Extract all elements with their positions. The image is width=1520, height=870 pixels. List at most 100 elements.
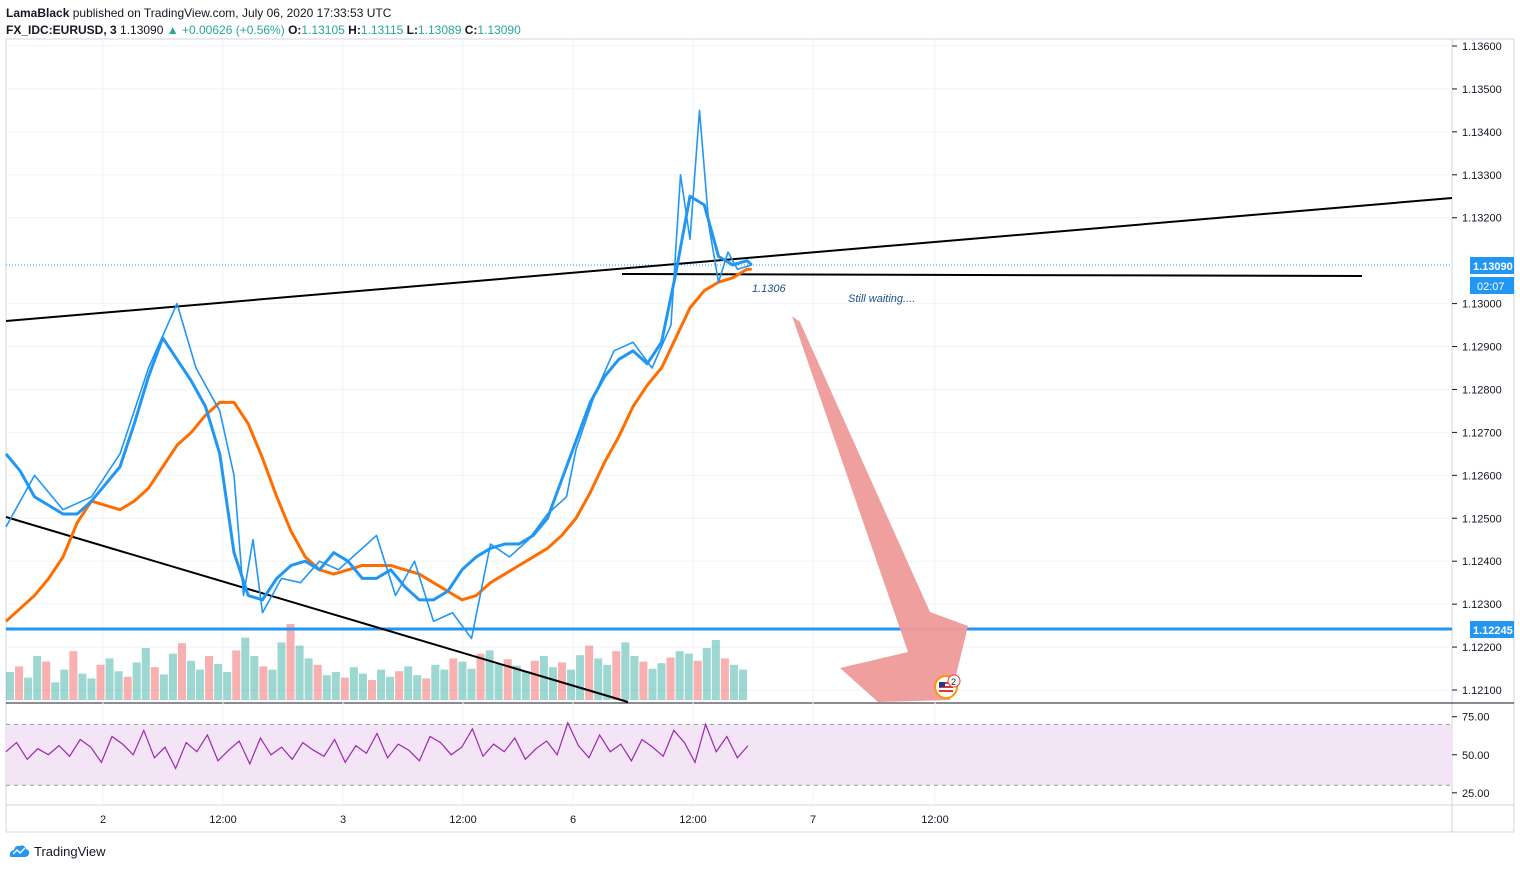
volume-bar xyxy=(404,666,413,700)
price-tick-label: 1.12200 xyxy=(1462,642,1502,654)
volume-bar xyxy=(693,660,702,700)
volume-bar xyxy=(621,642,630,700)
open-value: 1.13105 xyxy=(301,23,345,37)
volume-bar xyxy=(42,661,51,700)
volume-bar xyxy=(729,664,738,700)
price-tick-label: 1.12700 xyxy=(1462,427,1502,439)
volume-bar xyxy=(132,662,141,700)
rsi-pane xyxy=(5,721,1452,786)
lower-trendline[interactable] xyxy=(5,516,629,703)
tradingview-logo-icon xyxy=(9,845,30,857)
brand-name: TradingView xyxy=(34,843,106,859)
price-tick-label: 1.13200 xyxy=(1462,213,1502,225)
volume-bar xyxy=(612,651,621,700)
time-tick-label: 12:00 xyxy=(921,814,949,826)
rsi-line xyxy=(5,721,749,770)
volume-bar xyxy=(87,678,96,700)
volume-bar xyxy=(395,671,404,700)
close-value: 1.13090 xyxy=(477,23,521,37)
price-tick-label: 1.13500 xyxy=(1462,84,1502,96)
volume-bar xyxy=(657,663,666,700)
volume-bars xyxy=(6,624,747,700)
last-price: 1.13090 xyxy=(120,23,164,37)
publish-header: LamaBlack published on TradingView.com, … xyxy=(6,5,391,22)
volume-bar xyxy=(521,671,530,700)
smoothed-price-line xyxy=(4,194,753,602)
upper-trendline[interactable] xyxy=(5,197,1453,322)
volume-bar xyxy=(241,637,250,700)
volume-bar xyxy=(449,658,458,700)
symbol-label[interactable]: FX_IDC:EURUSD, 3 xyxy=(6,23,117,37)
volume-bar xyxy=(512,665,521,700)
volume-bar xyxy=(711,640,720,700)
price-tick-label: 1.13300 xyxy=(1462,170,1502,182)
volume-bar xyxy=(440,669,449,700)
volume-bar xyxy=(666,657,675,700)
event-badge[interactable]: 2 xyxy=(934,674,961,699)
volume-bar xyxy=(630,656,639,700)
time-tick-label: 12:00 xyxy=(679,814,707,826)
volume-bar xyxy=(24,677,33,700)
volume-bar xyxy=(177,643,186,700)
time-tick-label: 3 xyxy=(340,814,346,826)
volume-bar xyxy=(60,669,69,700)
price-tick-label: 1.13600 xyxy=(1462,41,1502,53)
volume-bar xyxy=(313,664,322,700)
volume-bar xyxy=(205,656,214,700)
volume-bar xyxy=(358,673,367,700)
volume-bar xyxy=(268,669,277,700)
price-tick-label: 1.13400 xyxy=(1462,127,1502,139)
volume-bar xyxy=(277,642,286,700)
last-price-tag: 1.13090 xyxy=(1470,257,1514,274)
volume-bar xyxy=(223,672,232,700)
footer-brand[interactable]: TradingView xyxy=(8,843,106,859)
svg-text:1.12245: 1.12245 xyxy=(1473,625,1513,637)
down-arrow[interactable] xyxy=(792,316,968,702)
volume-bar xyxy=(367,680,376,700)
horizontal-level-line[interactable] xyxy=(621,273,1363,277)
price-tick-label: 1.12400 xyxy=(1462,556,1502,568)
volume-bar xyxy=(548,667,557,700)
grid xyxy=(6,39,1452,805)
open-label: O: xyxy=(288,23,302,37)
close-label: C: xyxy=(464,23,478,37)
time-tick-label: 12:00 xyxy=(209,814,237,826)
volume-bar xyxy=(259,666,268,700)
svg-text:02:07: 02:07 xyxy=(1477,281,1505,293)
volume-bar xyxy=(585,645,594,700)
volume-bar xyxy=(214,664,223,700)
price-tick-label: 1.12500 xyxy=(1462,513,1502,525)
volume-bar xyxy=(684,653,693,700)
publish-info: published on TradingView.com, July 06, 2… xyxy=(72,6,392,20)
volume-bar xyxy=(340,677,349,700)
volume-bar xyxy=(720,658,729,700)
high-value: 1.13115 xyxy=(360,23,404,37)
volume-bar xyxy=(114,671,123,700)
rsi-band xyxy=(6,724,1452,786)
volume-bar xyxy=(594,658,603,700)
time-tick-label: 6 xyxy=(570,814,576,826)
volume-bar xyxy=(96,664,105,700)
volume-bar xyxy=(349,667,358,700)
time-axis: 2 12:00 3 12:00 6 12:00 7 12:00 xyxy=(100,814,949,826)
volume-bar xyxy=(576,655,585,700)
volume-bar xyxy=(322,675,331,700)
volume-bar xyxy=(702,648,711,700)
symbol-legend: FX_IDC:EURUSD, 3 1.13090 ▲ +0.00626 (+0.… xyxy=(6,22,521,39)
author-name[interactable]: LamaBlack xyxy=(6,6,70,20)
volume-bar xyxy=(467,668,476,700)
price-tick-label: 1.12100 xyxy=(1462,685,1502,697)
volume-bar xyxy=(413,675,422,700)
volume-bar xyxy=(295,645,304,700)
price-change: ▲ +0.00626 (+0.56%) xyxy=(166,23,285,37)
volume-bar xyxy=(603,664,612,700)
support-price-tag: 1.12245 xyxy=(1470,621,1514,638)
low-value: 1.13089 xyxy=(418,23,462,37)
volume-bar xyxy=(503,659,512,700)
event-count: 2 xyxy=(951,677,956,687)
rsi-tick-label: 25.00 xyxy=(1462,788,1490,800)
volume-bar xyxy=(141,648,150,700)
price-tick-label: 1.12300 xyxy=(1462,599,1502,611)
volume-bar xyxy=(557,662,567,700)
